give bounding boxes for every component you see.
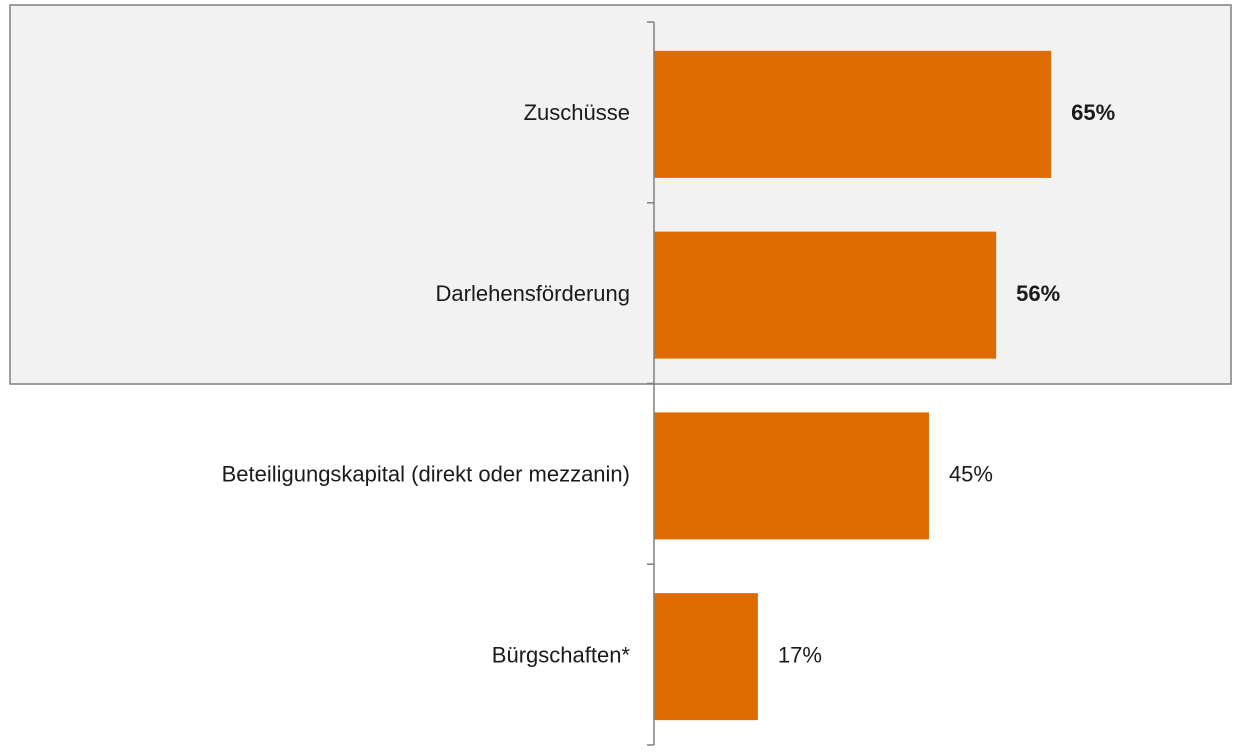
value-label: 65% — [1071, 100, 1115, 125]
value-label: 56% — [1016, 281, 1060, 306]
category-label: Darlehensförderung — [436, 281, 630, 306]
category-label: Beteiligungskapital (direkt oder mezzani… — [222, 462, 630, 487]
bar — [654, 412, 929, 540]
value-label: 17% — [778, 642, 822, 667]
bar — [654, 231, 997, 359]
category-label: Zuschüsse — [524, 100, 630, 125]
value-label: 45% — [949, 462, 993, 487]
category-label: Bürgschaften* — [492, 642, 631, 667]
bar — [654, 593, 758, 721]
bar — [654, 50, 1052, 178]
